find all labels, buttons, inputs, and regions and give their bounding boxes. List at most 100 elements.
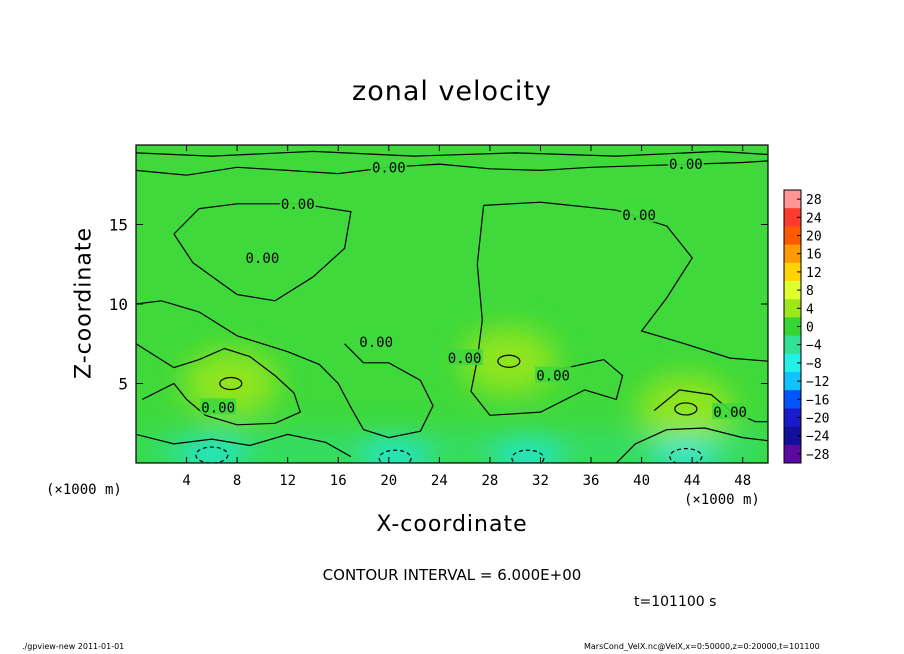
contour-label-6: 0.00	[359, 335, 393, 351]
y-axis-label: Z-coordinate	[71, 227, 97, 379]
contour-label-bg-4	[621, 205, 658, 222]
contour-right-side	[653, 389, 768, 423]
colorbar-swatch-2	[784, 226, 801, 246]
y-tick-label-15: 15	[109, 216, 128, 235]
chart-title: zonal velocity	[352, 76, 552, 107]
positive-max-3	[460, 327, 557, 396]
x-axis-unit-left: (×1000 m)	[46, 482, 122, 498]
negative-min-6	[651, 438, 720, 463]
contour-label-bg-9	[200, 398, 237, 415]
contour-center-lower	[136, 300, 434, 439]
contour-label-3: 0.00	[281, 197, 315, 213]
contour-label-bg-3	[279, 194, 316, 211]
contour-label-layer: 0.00 0.00 0.00 0.00 0.00 0.00 0.00 0.00 0.00 0.00	[200, 155, 749, 421]
contour-label-bg-6	[358, 333, 395, 350]
x-tick-label-44: 44	[684, 473, 701, 489]
colorbar-swatch-0	[784, 190, 801, 209]
footer-program-info: ./gpview-new 2011-01-01	[22, 642, 125, 651]
contour-label-10: 0.00	[713, 405, 747, 421]
max-contour-1	[219, 376, 243, 391]
colorbar-swatch-8	[784, 335, 801, 355]
x-tick-label-48: 48	[734, 473, 751, 489]
colorbar-label-0: 28	[806, 193, 822, 208]
colorbar-swatch-5	[784, 281, 801, 300]
x-tick-label-16: 16	[330, 473, 347, 489]
colorbar-label-9: −8	[806, 357, 822, 372]
colorbar-swatch-4	[784, 262, 801, 282]
colorbar-swatch-3	[784, 244, 801, 264]
colorbar-swatch-12	[784, 408, 801, 428]
x-tick-label-32: 32	[532, 473, 549, 489]
contour-label-4: 0.00	[622, 208, 656, 224]
x-axis-unit-right: (×1000 m)	[684, 492, 760, 508]
max-contour-3	[497, 354, 521, 368]
contour-right-inner	[470, 205, 624, 416]
colorbar-swatch-11	[784, 390, 801, 409]
footer-source-info: MarsCond_VelX.nc@VelX,x=0:50000,z=0:2000…	[584, 642, 820, 651]
y-tick-label-5: 5	[118, 375, 128, 394]
contour-label-7: 0.00	[448, 351, 482, 367]
contour-right-cell	[483, 201, 768, 362]
x-tick-label-36: 36	[583, 473, 600, 489]
colorbar-swatch-1	[784, 208, 801, 227]
colorbar-label-5: 8	[806, 284, 814, 299]
contour-label-bg-1	[370, 158, 407, 175]
contour-label-bg-8	[535, 366, 572, 383]
negative-min-7	[177, 437, 246, 463]
negative-min-5	[493, 440, 562, 463]
colorbar-swatch-14	[784, 444, 801, 464]
x-tick-label-40: 40	[633, 473, 650, 489]
y-tick-label-10: 10	[109, 295, 128, 314]
colorbar-label-6: 4	[806, 302, 814, 317]
positive-max-2	[637, 374, 734, 443]
contour-bottom-right	[615, 427, 768, 463]
colorbar-swatch-9	[784, 353, 801, 373]
colorbar-label-13: −24	[806, 430, 830, 445]
negative-min-4	[361, 440, 430, 463]
min-contour-6	[669, 448, 703, 463]
time-stamp: t=101100 s	[634, 594, 717, 610]
colorbar-label-14: −28	[806, 448, 829, 463]
x-axis-ticks: 4 8 12 16 20 24 28 32 36 40 44 48	[182, 145, 751, 489]
contour-bottom-left	[136, 433, 352, 458]
colorbar-label-7: 0	[806, 321, 814, 336]
x-tick-label-12: 12	[279, 473, 296, 489]
x-tick-label-8: 8	[233, 473, 241, 489]
contour-label-bg-2	[667, 155, 704, 172]
colorbar-label-2: 20	[806, 230, 822, 245]
colorbar-swatch-6	[784, 299, 801, 318]
colorbar-label-11: −16	[806, 393, 829, 408]
contour-label-8: 0.00	[536, 369, 570, 385]
contour-top-edge	[136, 150, 768, 157]
colorbar-label-12: −20	[806, 412, 829, 427]
colorbar: 28 24 20 16 12 8 4 0 −4 −8 −12 −16 −20 −24 −28	[783, 189, 830, 464]
min-contour-4	[378, 449, 412, 463]
colorbar-swatch-10	[784, 372, 801, 391]
contour-interval-note: CONTOUR INTERVAL = 6.000E+00	[322, 566, 582, 584]
colorbar-label-8: −4	[806, 339, 822, 354]
x-tick-label-28: 28	[481, 473, 498, 489]
colorbar-label-10: −12	[806, 375, 829, 390]
contour-left-cell	[173, 203, 352, 302]
colorbar-swatch-13	[784, 426, 801, 446]
contour-label-bg-10	[712, 403, 749, 420]
colorbar-swatch-7	[784, 317, 801, 337]
contour-label-bg-7	[446, 349, 483, 366]
contour-label-bg-5	[244, 248, 281, 265]
y-axis-ticks: 5 10 15	[109, 216, 768, 394]
colorbar-label-1: 24	[806, 211, 822, 226]
min-contour-7	[195, 446, 229, 463]
min-contour-5	[511, 449, 545, 463]
contour-label-2: 0.00	[669, 157, 703, 173]
shaded-field	[136, 145, 768, 463]
max-contour-2	[674, 402, 698, 416]
contour-label-5: 0.00	[246, 251, 280, 267]
contour-label-1: 0.00	[372, 160, 406, 176]
x-tick-label-24: 24	[431, 473, 448, 489]
x-tick-label-4: 4	[182, 473, 190, 489]
colorbar-label-3: 16	[806, 248, 822, 263]
x-axis-label: X-coordinate	[376, 512, 528, 537]
contour-left-lower	[136, 343, 302, 426]
